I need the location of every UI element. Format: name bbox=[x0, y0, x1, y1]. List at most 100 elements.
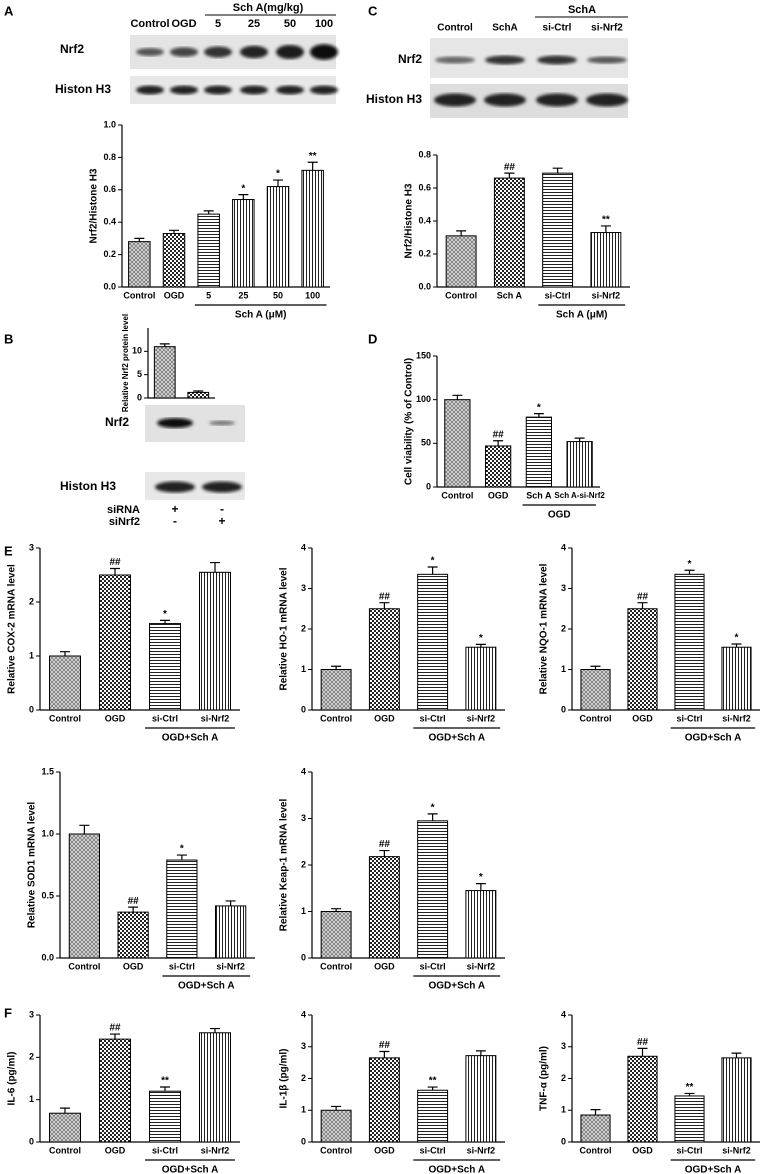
condition-cell: + bbox=[171, 502, 178, 516]
bar bbox=[215, 905, 247, 959]
significance-mark: ## bbox=[128, 896, 140, 907]
y-tick-label: 0.0 bbox=[418, 281, 431, 291]
x-tick-label: 50 bbox=[273, 290, 283, 300]
error-bar bbox=[160, 1086, 170, 1092]
bar bbox=[580, 669, 611, 711]
error-bar bbox=[731, 1052, 742, 1058]
condition-cell: - bbox=[220, 502, 224, 516]
blot-band bbox=[170, 85, 198, 95]
x-tick-label: OGD bbox=[374, 713, 395, 723]
x-tick-label: OGD bbox=[105, 713, 126, 723]
error-bar bbox=[475, 643, 486, 648]
y-tick-label: 1.5 bbox=[41, 766, 54, 776]
bar bbox=[149, 623, 181, 711]
y-tick-label: 0.8 bbox=[103, 152, 116, 162]
x-tick-label: si-Ctrl bbox=[545, 290, 571, 300]
blot-band bbox=[170, 47, 198, 57]
lane-label: 100 bbox=[315, 18, 333, 30]
x-tick-label: OGD bbox=[123, 961, 144, 971]
bar bbox=[465, 890, 497, 959]
error-bar bbox=[193, 390, 204, 393]
lane-label: Control bbox=[130, 18, 169, 30]
y-axis-label: Nrf2/Histone H3 bbox=[89, 168, 100, 243]
blot-band bbox=[586, 93, 628, 107]
y-tick-label: 100 bbox=[416, 394, 431, 404]
blot-band bbox=[484, 93, 526, 107]
significance-mark: * bbox=[276, 169, 280, 180]
significance-mark: * bbox=[431, 802, 435, 813]
significance-mark: ## bbox=[109, 557, 121, 568]
x-tick-label: si-Nrf2 bbox=[592, 290, 621, 300]
panel-label: B bbox=[4, 331, 13, 346]
blot-band bbox=[310, 85, 338, 95]
y-tick-label: 3 bbox=[561, 1041, 566, 1051]
bar bbox=[128, 241, 151, 288]
condition-label: siNrf2 bbox=[109, 516, 140, 528]
significance-mark: * bbox=[180, 844, 184, 855]
y-tick-label: 1.0 bbox=[41, 828, 54, 838]
bar bbox=[368, 1057, 400, 1143]
bar bbox=[721, 1057, 752, 1143]
error-bar bbox=[574, 437, 585, 442]
significance-mark: ** bbox=[686, 1082, 694, 1093]
x-tick-label: Control bbox=[580, 1145, 612, 1155]
lane-label: Control bbox=[437, 23, 473, 34]
bar bbox=[417, 573, 449, 711]
significance-mark: ## bbox=[109, 1023, 121, 1034]
blot-band bbox=[310, 44, 338, 60]
row-label: Histon H3 bbox=[366, 92, 422, 106]
bar bbox=[166, 859, 198, 959]
y-tick-label: 3 bbox=[561, 583, 566, 593]
blot-band bbox=[276, 85, 304, 95]
y-tick-label: 2 bbox=[561, 1073, 566, 1083]
error-bar bbox=[427, 566, 438, 575]
x-tick-label: si-Nrf2 bbox=[467, 1145, 496, 1155]
blot-band bbox=[240, 45, 268, 59]
bar bbox=[266, 186, 290, 288]
bar bbox=[368, 608, 400, 711]
bar bbox=[566, 441, 593, 488]
y-tick-label: 0.0 bbox=[41, 952, 54, 962]
error-bar bbox=[590, 665, 601, 670]
x-tick-label: si-Ctrl bbox=[676, 1145, 702, 1155]
x-tick-label: Sch A-si-Nrf2 bbox=[554, 491, 605, 500]
bar bbox=[199, 1032, 231, 1143]
y-tick-label: 0 bbox=[29, 1136, 34, 1146]
error-bar bbox=[504, 172, 515, 179]
y-tick-label: 4 bbox=[561, 1009, 566, 1019]
bar bbox=[232, 199, 255, 288]
y-tick-label: 0.6 bbox=[103, 184, 116, 194]
blot-band bbox=[434, 93, 476, 107]
blot-band bbox=[209, 420, 235, 426]
x-tick-label: 25 bbox=[238, 290, 248, 300]
y-tick-label: 0.2 bbox=[103, 249, 116, 259]
bar bbox=[580, 1114, 611, 1143]
x-tick-label: si-Ctrl bbox=[152, 1145, 178, 1155]
x-tick-label: si-Nrf2 bbox=[467, 961, 496, 971]
x-tick-label: Control bbox=[49, 713, 81, 723]
x-tick-label: si-Ctrl bbox=[676, 713, 702, 723]
significance-mark: ## bbox=[504, 162, 516, 173]
y-axis-label: Relative Nrf2 protein level bbox=[121, 314, 130, 412]
x-tick-label: Sch A bbox=[526, 490, 552, 500]
y-tick-label: 0 bbox=[426, 481, 431, 491]
error-bar bbox=[637, 602, 648, 609]
error-bar bbox=[590, 1109, 601, 1116]
x-tick-label: OGD bbox=[488, 490, 509, 500]
bar bbox=[493, 177, 525, 288]
error-bar bbox=[427, 813, 438, 821]
x-tick-label: si-Ctrl bbox=[420, 713, 446, 723]
bar bbox=[465, 646, 497, 711]
row-label: Histon H3 bbox=[55, 82, 111, 96]
y-tick-label: 4 bbox=[301, 766, 306, 776]
y-tick-label: 3 bbox=[301, 583, 306, 593]
blot-band bbox=[485, 55, 525, 65]
significance-mark: ** bbox=[602, 215, 610, 226]
x-tick-label: Control bbox=[445, 290, 477, 300]
y-axis-label: IL-1β (pg/ml) bbox=[279, 1049, 290, 1109]
error-bar bbox=[60, 651, 70, 656]
x-tick-label: si-Ctrl bbox=[420, 1145, 446, 1155]
error-bar bbox=[210, 561, 220, 573]
error-bar bbox=[731, 643, 742, 648]
